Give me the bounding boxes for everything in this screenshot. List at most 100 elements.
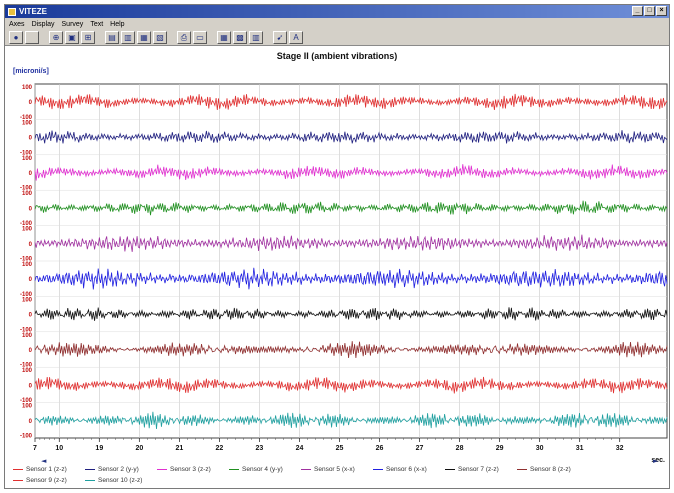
y-tick-label: 100 [22, 262, 33, 268]
zoom-fit-button[interactable]: ▣ [65, 31, 79, 44]
y-tick-label: 100 [22, 297, 33, 303]
y-axis-unit-label: [microni/s] [13, 68, 49, 75]
y-tick-label: 0 [29, 136, 33, 142]
zoom-fit-icon: ▣ [68, 32, 76, 42]
legend-swatch [85, 480, 95, 481]
x-tick-label: 22 [216, 445, 224, 452]
x-tick-label: 10 [55, 445, 63, 452]
cursor-button[interactable]: ➹ [273, 31, 287, 44]
y-tick-label: 0 [29, 206, 33, 212]
y-tick-label: 0 [29, 383, 33, 389]
chart-c-button[interactable]: ▦ [137, 31, 151, 44]
maximize-button[interactable]: □ [644, 6, 655, 16]
grid-a-button[interactable]: ▦ [217, 31, 231, 44]
y-tick-label: 100 [22, 333, 33, 339]
legend-item: Sensor 8 (z-z) [517, 466, 571, 473]
x-tick-label: 7 [33, 445, 37, 452]
sensor-trace-8 [34, 341, 668, 358]
legend-swatch [13, 469, 23, 470]
menu-bar: Axes Display Survey Text Help [5, 18, 669, 30]
zoom-in-button[interactable]: ⊕ [49, 31, 63, 44]
grid-b-button[interactable]: ▩ [233, 31, 247, 44]
legend-label: Sensor 7 (z-z) [458, 466, 499, 473]
legend-item: Sensor 4 (y-y) [229, 466, 283, 473]
legend-item: Sensor 9 (z-z) [13, 477, 67, 484]
print-button[interactable]: ⎙ [177, 31, 191, 44]
x-tick-label: 25 [336, 445, 344, 452]
legend-swatch [517, 469, 527, 470]
close-button[interactable]: × [656, 6, 667, 16]
record-button[interactable]: ● [9, 31, 23, 44]
legend-item: Sensor 6 (x-x) [373, 466, 427, 473]
y-tick-label: 0 [29, 100, 33, 106]
legend-item: Sensor 1 (z-z) [13, 466, 67, 473]
blank-button[interactable] [25, 31, 39, 44]
chart-a-button[interactable]: ▤ [105, 31, 119, 44]
x-tick-label: 31 [576, 445, 584, 452]
chart-legend: Sensor 1 (z-z) Sensor 2 (y-y) Sensor 3 (z-… [5, 464, 669, 488]
menu-text[interactable]: Text [90, 20, 104, 28]
chart-d-button[interactable]: ▧ [153, 31, 167, 44]
window-title: VITEZE [19, 7, 48, 16]
menu-axes[interactable]: Axes [9, 20, 25, 28]
zoom-window-button[interactable]: ⊞ [81, 31, 95, 44]
y-tick-label: -100 [20, 115, 33, 121]
plot-area: 7 10 19 20 21 22 23 24 25 26 27 28 29 30 31 32 sec. ◄ ► 100… [5, 46, 669, 488]
legend-swatch [445, 469, 455, 470]
x-tick-label: 24 [296, 445, 304, 452]
y-tick-label: 100 [22, 85, 33, 91]
x-tick-label: 27 [416, 445, 424, 452]
scroll-left-arrow[interactable]: ◄ [41, 457, 47, 465]
y-tick-label: 0 [29, 242, 33, 248]
sensor-trace-10 [34, 411, 668, 429]
y-tick-label: -100 [20, 257, 33, 263]
x-tick-label: 23 [256, 445, 264, 452]
scroll-right-arrow[interactable]: ► [653, 457, 659, 465]
menu-survey[interactable]: Survey [61, 20, 84, 28]
x-tick-label: 32 [616, 445, 624, 452]
chart-a-icon: ▤ [108, 32, 116, 42]
y-tick-label: -100 [20, 150, 33, 156]
y-tick-label: 100 [22, 120, 33, 126]
legend-swatch [157, 469, 167, 470]
chart-b-button[interactable]: ▥ [121, 31, 135, 44]
y-tick-label: -100 [20, 363, 33, 369]
grid-c-icon: ▥ [252, 32, 260, 42]
text-button[interactable]: A [289, 31, 303, 44]
save-icon: ▭ [196, 32, 204, 42]
legend-swatch [13, 480, 23, 481]
y-tick-label: 100 [22, 368, 33, 374]
legend-label: Sensor 8 (z-z) [530, 466, 571, 473]
y-tick-label: 100 [22, 156, 33, 162]
y-tick-label: -100 [20, 398, 33, 404]
y-tick-label: 0 [29, 419, 33, 425]
legend-label: Sensor 5 (x-x) [314, 466, 355, 473]
record-icon: ● [13, 32, 19, 42]
y-tick-label: -100 [20, 221, 33, 227]
x-tick-label: 29 [496, 445, 504, 452]
grid-c-button[interactable]: ▥ [249, 31, 263, 44]
x-tick-label: 26 [376, 445, 384, 452]
save-button[interactable]: ▭ [193, 31, 207, 44]
y-tick-label: 0 [29, 348, 33, 354]
legend-label: Sensor 6 (x-x) [386, 466, 427, 473]
menu-display[interactable]: Display [31, 20, 55, 28]
x-tick-label: 28 [456, 445, 464, 452]
y-tick-label: 100 [22, 227, 33, 233]
grid-a-icon: ▦ [220, 32, 228, 42]
x-tick-label: 19 [95, 445, 103, 452]
x-axis-label: sec. [651, 457, 665, 464]
y-tick-label: 0 [29, 277, 33, 283]
menu-help[interactable]: Help [110, 20, 125, 28]
sensor-trace-5 [34, 234, 668, 252]
zoom-in-icon: ⊕ [52, 32, 60, 42]
y-tick-label: 100 [22, 191, 33, 197]
title-bar: VITEZE _ □ × [5, 5, 669, 18]
minimize-button[interactable]: _ [632, 6, 643, 16]
y-tick-label: 0 [29, 171, 33, 177]
cursor-icon: ➹ [276, 32, 284, 42]
print-icon: ⎙ [180, 32, 188, 42]
legend-item: Sensor 7 (z-z) [445, 466, 499, 473]
sensor-trace-4 [34, 200, 668, 216]
legend-label: Sensor 4 (y-y) [242, 466, 283, 473]
